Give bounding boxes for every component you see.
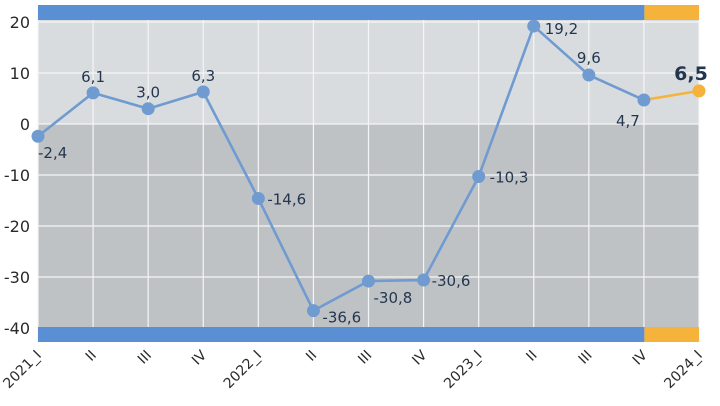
data-point xyxy=(31,129,45,143)
x-tick-label: IV xyxy=(630,347,651,368)
x-tick-label: 2024_I xyxy=(661,348,705,392)
bottom-band xyxy=(38,327,645,342)
x-tick-label: 2022_I xyxy=(221,348,265,392)
data-point xyxy=(86,86,100,100)
x-tick-label: IV xyxy=(409,347,430,368)
y-tick-label: -30 xyxy=(4,268,30,287)
data-label: -14,6 xyxy=(267,190,306,208)
data-point xyxy=(637,93,651,107)
series-line-main xyxy=(37,24,645,312)
data-point xyxy=(251,191,265,205)
data-points xyxy=(31,19,706,318)
top-band xyxy=(38,5,645,20)
series-line-highlight xyxy=(643,89,700,102)
x-tick-label: III xyxy=(355,348,375,368)
data-label: -2,4 xyxy=(38,144,67,162)
data-point xyxy=(692,84,706,98)
y-tick-label: -20 xyxy=(4,217,30,236)
period-bands xyxy=(38,5,699,342)
data-point xyxy=(582,68,596,82)
data-label: -30,6 xyxy=(432,272,471,290)
data-point xyxy=(472,170,486,184)
data-label: -36,6 xyxy=(322,309,361,327)
series-line xyxy=(37,24,700,312)
data-point xyxy=(417,273,431,287)
x-tick-label: IV xyxy=(189,347,210,368)
x-tick-label: II xyxy=(523,348,540,365)
y-tick-label: 20 xyxy=(10,13,30,32)
data-label: -30,8 xyxy=(374,289,413,307)
top-band-highlight xyxy=(644,5,699,20)
data-label: 9,6 xyxy=(577,49,601,67)
data-label: 6,3 xyxy=(191,67,215,85)
data-point xyxy=(527,19,541,33)
data-label: -10,3 xyxy=(490,169,529,187)
data-label: 4,7 xyxy=(616,112,640,130)
data-labels: -2,4 6,1 3,0 6,3 -14,6 -36,6 -30,8 -30,6 -10,3 19… xyxy=(38,20,708,327)
bottom-band-highlight xyxy=(644,327,699,342)
x-tick-label: II xyxy=(303,348,320,365)
x-axis-ticks: 2021_I II III IV 2022_I II III IV 2023_I II III IV 2… xyxy=(0,347,705,392)
data-point xyxy=(306,304,320,318)
data-label: 6,1 xyxy=(81,68,105,86)
data-label: 6,5 xyxy=(674,63,708,85)
y-tick-label: 10 xyxy=(10,64,30,83)
x-tick-label: III xyxy=(135,348,155,368)
x-tick-label: 2021_I xyxy=(0,348,44,392)
y-tick-label: -10 xyxy=(4,166,30,185)
x-tick-label: III xyxy=(576,348,596,368)
data-point xyxy=(196,85,210,99)
y-tick-label: 0 xyxy=(20,115,30,134)
x-tick-label: 2023_I xyxy=(441,348,485,392)
y-axis-ticks: 20 10 0 -10 -20 -30 -40 xyxy=(4,13,30,338)
data-label: 3,0 xyxy=(136,84,160,102)
x-tick-label: II xyxy=(83,348,100,365)
y-tick-label: -40 xyxy=(4,319,30,338)
data-point xyxy=(141,102,155,116)
data-point xyxy=(362,274,375,288)
data-label: 19,2 xyxy=(545,20,578,38)
